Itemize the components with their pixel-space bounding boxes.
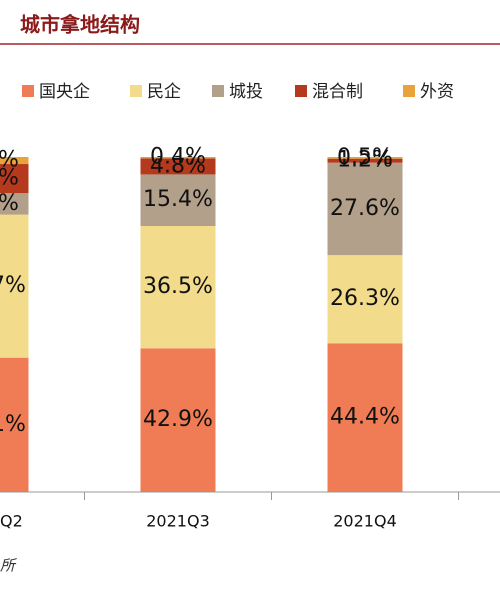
legend-swatch [212, 85, 224, 97]
value-label: 1.2% [337, 148, 393, 173]
legend-label: 外资 [420, 82, 454, 102]
value-label: 0.5% [337, 145, 393, 170]
chart-title: 城市拿地结构 [20, 13, 140, 37]
value-label: 15.4% [143, 187, 213, 212]
value-label: 2.1% [0, 148, 19, 173]
legend-swatch [403, 85, 415, 97]
x-tick-label: 2021Q4 [333, 512, 397, 531]
bar-segment [140, 348, 216, 492]
legend-label: 国央企 [39, 82, 90, 102]
value-label: 8.7% [0, 166, 19, 191]
value-label: 40.1% [0, 412, 26, 437]
value-label: 27.6% [330, 196, 400, 221]
value-label: 0.4% [150, 145, 206, 170]
bar-segment [0, 214, 29, 358]
x-tick-label: 2021Q2 [0, 512, 23, 531]
bar-segment [327, 255, 403, 344]
source: 所 [0, 557, 17, 575]
value-label: 26.3% [330, 286, 400, 311]
bar-segment [327, 162, 403, 256]
value-label: 42.7% [0, 273, 26, 298]
value-label: 36.5% [143, 274, 213, 299]
bar-segment [0, 193, 29, 215]
bar-segment [0, 164, 29, 194]
legend-label: 混合制 [312, 82, 363, 102]
bar-segment [140, 157, 216, 159]
legend-swatch [295, 85, 307, 97]
legend-swatch [130, 85, 142, 97]
value-label: 44.4% [330, 405, 400, 430]
legend-swatch [22, 85, 34, 97]
bar-segment [0, 357, 29, 492]
bar-segment [0, 157, 29, 165]
legend-label: 民企 [147, 82, 181, 102]
bar-segment [327, 157, 403, 159]
bar-segment [327, 343, 403, 492]
value-label: 42.9% [143, 407, 213, 432]
value-label: 6.4% [0, 191, 19, 216]
bar-segment [140, 174, 216, 227]
legend-label: 城投 [229, 82, 263, 102]
bar-segment [140, 226, 216, 349]
bar-segment [140, 158, 216, 175]
bar-segment [327, 158, 403, 163]
x-tick-label: 2021Q3 [146, 512, 210, 531]
